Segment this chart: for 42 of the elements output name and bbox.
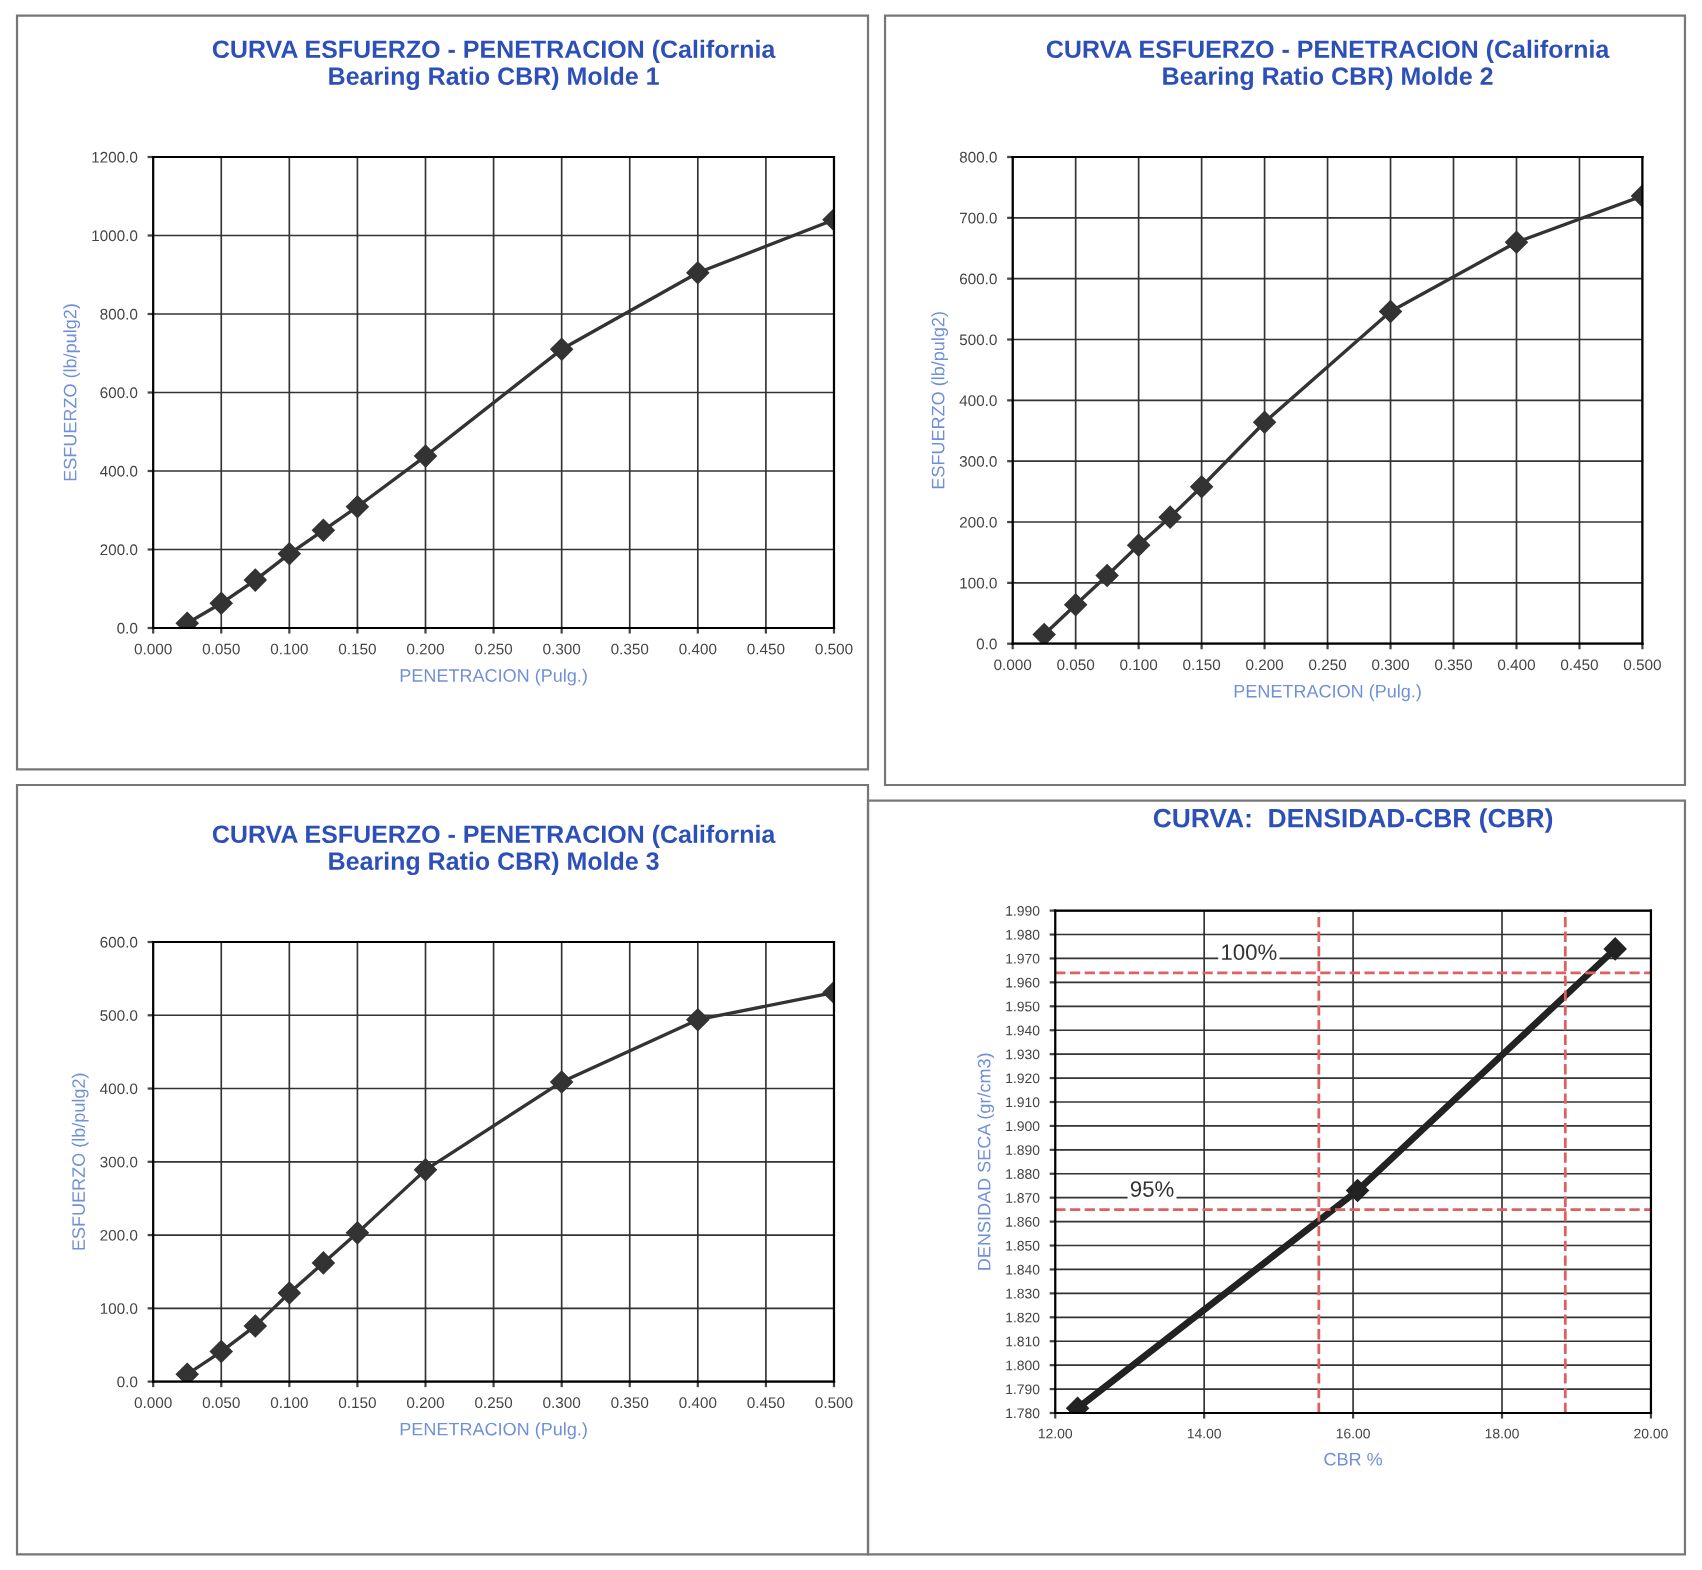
point xyxy=(210,592,233,615)
x-axis-title: PENETRACION (Pulg.) xyxy=(400,1422,587,1440)
point xyxy=(244,568,267,592)
point xyxy=(312,1251,335,1275)
annotation: 100% xyxy=(1222,944,1277,961)
x-axis-title: PENETRACION (Pulg.) xyxy=(400,668,587,686)
point xyxy=(1603,937,1627,961)
point xyxy=(686,1008,710,1031)
point xyxy=(278,1281,301,1305)
point xyxy=(346,1221,369,1245)
y-axis-title: ESFUERZO (lb/pulg2) xyxy=(63,304,81,481)
point xyxy=(312,519,335,542)
point xyxy=(244,1314,267,1338)
point xyxy=(414,444,437,468)
point xyxy=(346,495,369,518)
point xyxy=(550,1070,573,1094)
annotation: 95% xyxy=(1130,1181,1174,1197)
x-axis-title: CBR % xyxy=(1324,1452,1383,1466)
point xyxy=(176,1363,199,1382)
point xyxy=(1505,230,1528,254)
y-axis-title: ESFUERZO (lb/pulg2) xyxy=(71,1073,89,1250)
point xyxy=(1253,411,1276,434)
point xyxy=(1379,300,1402,323)
point xyxy=(1190,475,1213,498)
point xyxy=(1346,1179,1369,1202)
point xyxy=(1064,593,1087,616)
point xyxy=(1032,623,1056,644)
point xyxy=(1127,533,1150,557)
chart-title: CURVA ESFUERZO - PENETRACION (California Bearing Ratio CBR) Molde 3 xyxy=(212,824,776,876)
point xyxy=(210,1340,233,1363)
x-axis-title: PENETRACION (Pulg.) xyxy=(1234,684,1421,702)
chart-title: CURVA ESFUERZO - PENETRACION (California Bearing Ratio CBR) Molde 1 xyxy=(212,39,776,91)
point xyxy=(278,542,301,566)
chart-title: CURVA: DENSIDAD-CBR (CBR) xyxy=(1153,808,1553,833)
point xyxy=(550,338,573,361)
point xyxy=(686,261,710,284)
point xyxy=(1158,505,1182,529)
y-axis-title: DENSIDAD SECA (gr/cm3) xyxy=(977,1053,995,1270)
point xyxy=(1095,564,1119,587)
y-axis-title: ESFUERZO (lb/pulg2) xyxy=(931,312,949,489)
point xyxy=(414,1158,437,1182)
chart-title: CURVA ESFUERZO - PENETRACION (California Bearing Ratio CBR) Molde 2 xyxy=(1046,39,1610,91)
